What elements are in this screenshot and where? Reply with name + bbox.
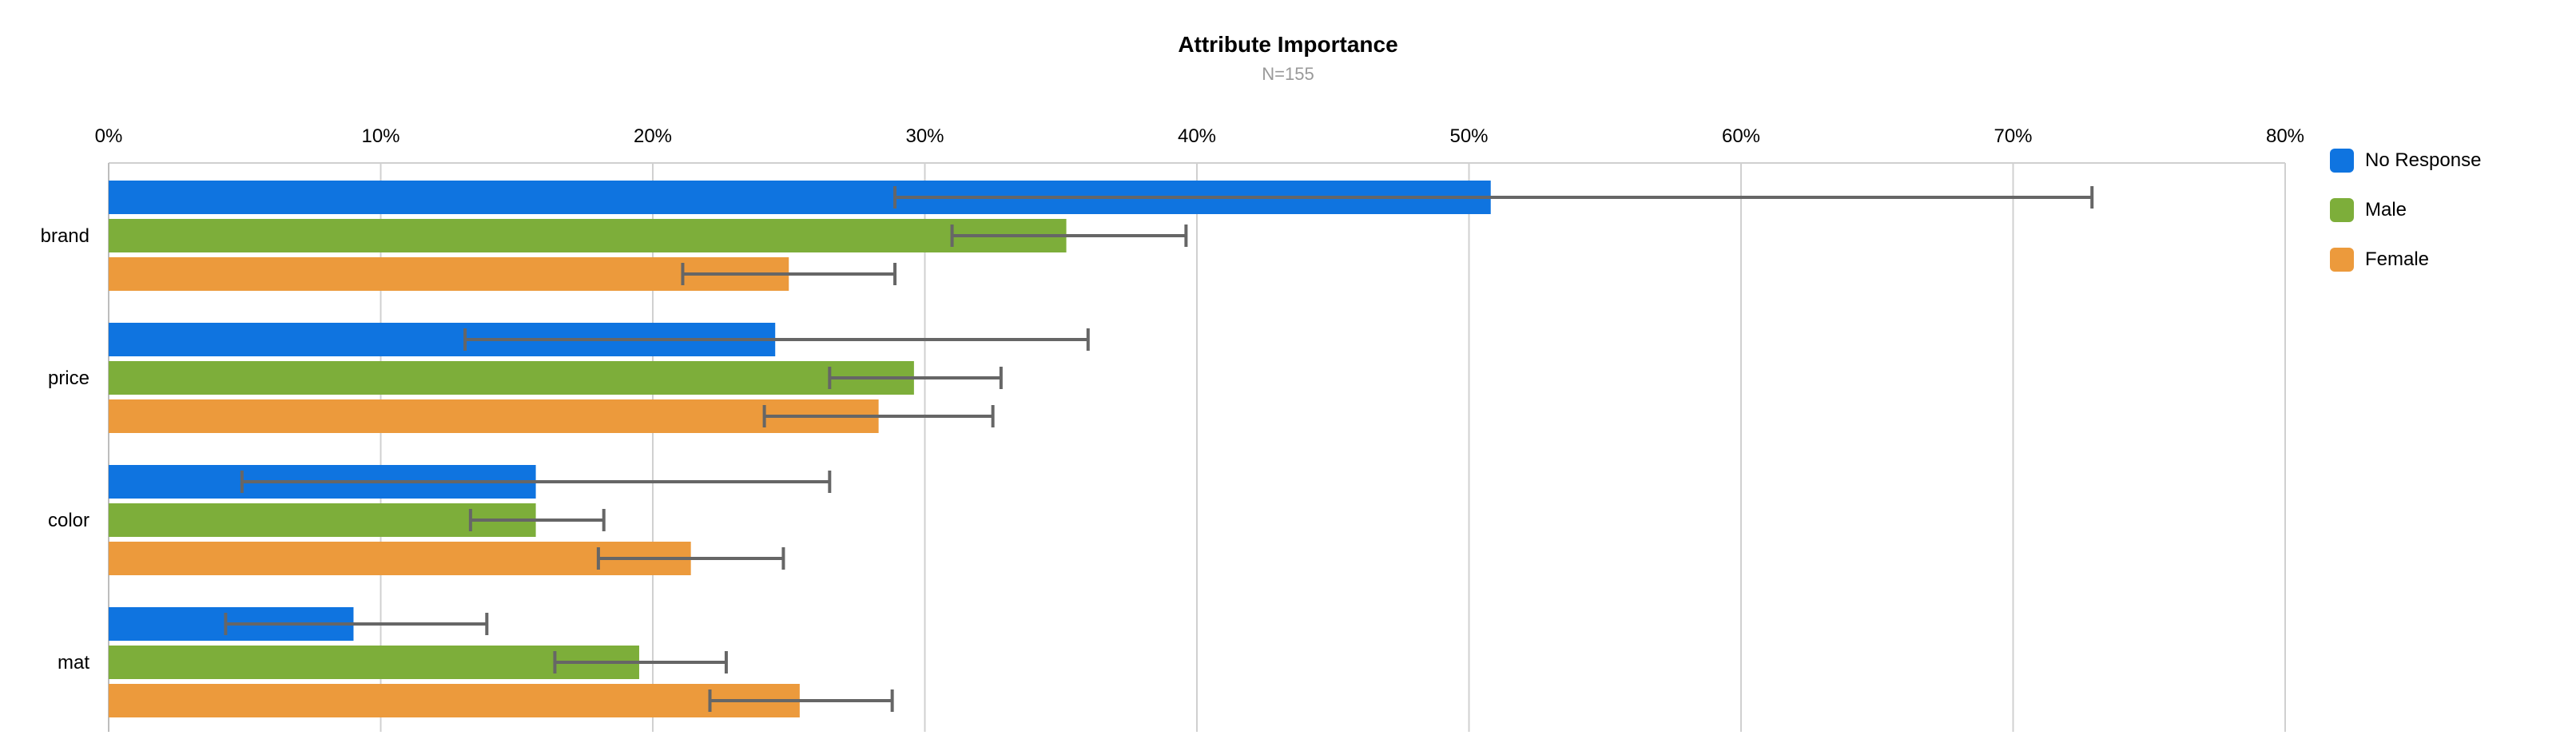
- legend-item[interactable]: No Response: [2330, 136, 2481, 185]
- legend-label: Female: [2365, 248, 2430, 270]
- category-label: price: [48, 368, 89, 389]
- x-tick-label: 30%: [905, 125, 944, 147]
- chart-subtitle: N=155: [1262, 64, 1314, 84]
- x-tick-label: 80%: [2266, 125, 2304, 147]
- category-label: mat: [58, 652, 89, 673]
- x-tick-label: 20%: [634, 125, 672, 147]
- category-label: brand: [41, 225, 89, 247]
- x-tick-label: 10%: [361, 125, 400, 147]
- legend-swatch: [2330, 149, 2354, 173]
- bar: [109, 257, 789, 291]
- x-tick-label: 40%: [1178, 125, 1216, 147]
- bar: [109, 542, 691, 575]
- bar: [109, 219, 1067, 252]
- x-tick-label: 60%: [1722, 125, 1760, 147]
- bar: [109, 503, 536, 537]
- legend: No Response Male Female: [2330, 136, 2481, 284]
- x-tick-label: 0%: [95, 125, 123, 147]
- bar: [109, 684, 800, 717]
- legend-label: Male: [2365, 199, 2407, 221]
- bar: [109, 361, 914, 395]
- legend-item[interactable]: Female: [2330, 235, 2481, 284]
- x-tick-label: 50%: [1449, 125, 1488, 147]
- bar: [109, 399, 879, 433]
- legend-swatch: [2330, 198, 2354, 222]
- category-label: color: [48, 510, 89, 531]
- x-tick-label: 70%: [1994, 125, 2032, 147]
- legend-swatch: [2330, 248, 2354, 272]
- bar: [109, 646, 639, 679]
- chart-title: Attribute Importance: [1178, 32, 1398, 57]
- legend-item[interactable]: Male: [2330, 185, 2481, 235]
- legend-label: No Response: [2365, 149, 2482, 171]
